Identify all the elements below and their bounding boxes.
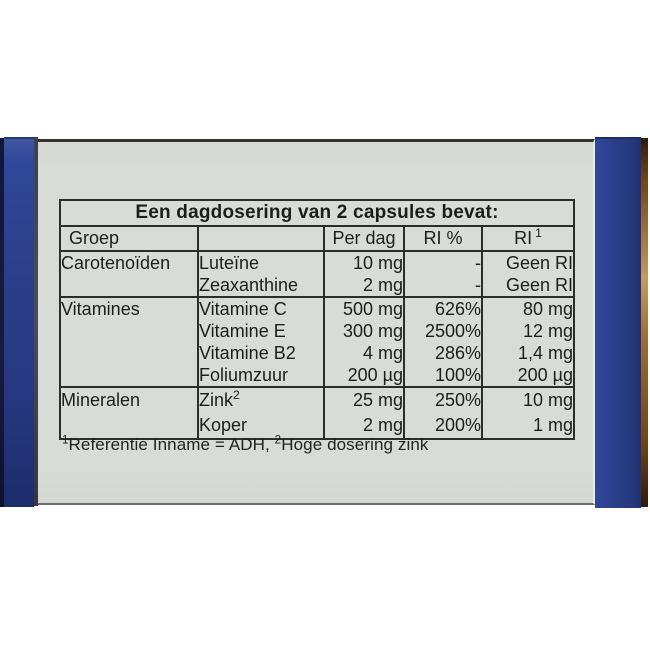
ri-cell: 80 mg	[480, 296, 575, 320]
label-panel: Een dagdosering van 2 capsules bevat: Gr…	[38, 139, 595, 505]
header-ri-pct: RI %	[403, 226, 482, 252]
box-right-blue-strip	[595, 137, 641, 508]
group-cell: Vitamines	[60, 296, 198, 387]
nutrient-name-cell: Foliumzuur	[197, 364, 324, 387]
per-dag-cell: 4 mg	[323, 342, 404, 364]
header-ri: RI 1	[480, 226, 575, 252]
per-dag-cell: 500 mg	[323, 296, 404, 320]
nutrient-name-cell: Koper	[197, 413, 324, 439]
table-row: Vitamine B2 4 mg 286% 1,4 mg	[60, 342, 575, 364]
header-groep: Groep	[60, 226, 198, 252]
footnote-superscript-1: 1	[62, 434, 69, 447]
footnote-text-1: Referentie Inname = ADH,	[68, 435, 275, 454]
ri-percent-cell: -	[403, 274, 482, 297]
per-dag-cell: 2 mg	[323, 413, 404, 439]
dose-table-body: Een dagdosering van 2 capsules bevat: Gr…	[60, 200, 575, 439]
dosage-table: Een dagdosering van 2 capsules bevat: Gr…	[59, 199, 576, 440]
nutrient-name-cell: Vitamine C	[197, 296, 324, 320]
group-cell: Mineralen	[60, 386, 198, 439]
ri-cell: 200 µg	[480, 364, 575, 387]
ri-percent-cell: 100%	[403, 364, 482, 387]
header-ri-label: RI	[514, 228, 533, 248]
ri-percent-cell: -	[403, 250, 482, 274]
footnote-text-2: Hoge dosering zink	[281, 435, 429, 454]
nutrient-superscript: 2	[233, 388, 240, 402]
per-dag-cell: 25 mg	[323, 386, 404, 413]
ri-cell: 12 mg	[480, 320, 575, 342]
per-dag-cell: 200 µg	[323, 364, 404, 387]
ri-cell: Geen RI	[480, 250, 575, 274]
ri-cell: 10 mg	[480, 386, 575, 413]
ri-cell: 1 mg	[480, 413, 575, 439]
box-left-fold-shadow	[34, 137, 38, 506]
ri-percent-cell: 2500%	[403, 320, 482, 342]
nutrient-name-cell: Vitamine E	[197, 320, 324, 342]
per-dag-cell: 300 mg	[323, 320, 404, 342]
footnote-superscript-2: 2	[274, 434, 282, 447]
table-row: Carotenoïden Luteïne 10 mg - Geen RI	[60, 250, 575, 297]
header-per-dag: Per dag	[323, 226, 404, 252]
table-row: Zeaxanthine 2 mg - Geen RI	[60, 274, 575, 297]
ri-percent-cell: 200%	[403, 413, 482, 439]
box-right-cardboard-edge	[641, 138, 648, 507]
ri-percent-cell: 626%	[403, 296, 482, 320]
table-row: Mineralen Zink2 25 mg 250% 10 mg	[60, 386, 575, 439]
group-cell: Carotenoïden	[60, 250, 198, 297]
ri-percent-cell: 250%	[403, 386, 482, 413]
supplement-box-back-panel: Een dagdosering van 2 capsules bevat: Gr…	[0, 137, 648, 508]
nutrient-name-cell: Zink2	[197, 386, 324, 413]
box-left-dark-edge	[0, 138, 4, 507]
table-row: Foliumzuur 200 µg 100% 200 µg	[60, 364, 575, 387]
ri-cell: 1,4 mg	[480, 342, 575, 364]
per-dag-cell: 2 mg	[323, 274, 404, 297]
ri-percent-cell: 286%	[403, 342, 482, 364]
per-dag-cell: 10 mg	[323, 250, 404, 274]
table-row: Koper 2 mg 200% 1 mg	[60, 413, 575, 439]
box-left-blue-strip	[4, 137, 34, 507]
header-ri-superscript: 1	[535, 226, 542, 240]
table-title: Een dagdosering van 2 capsules bevat:	[60, 200, 575, 227]
table-row: Vitamine E 300 mg 2500% 12 mg	[60, 320, 575, 342]
ri-cell: Geen RI	[480, 274, 575, 297]
header-empty	[197, 226, 324, 252]
footnote: 1Referentie Inname = ADH, 2Hoge dosering…	[62, 435, 429, 455]
nutrient-name-cell: Vitamine B2	[197, 342, 324, 364]
table-title-row: Een dagdosering van 2 capsules bevat:	[60, 200, 575, 227]
table-row: Vitamines Vitamine C 500 mg 626% 80 mg	[60, 296, 575, 387]
nutrient-name-cell: Zeaxanthine	[197, 274, 324, 297]
nutrient-name-cell: Luteïne	[197, 250, 324, 274]
table-header-row: Groep Per dag RI % RI 1	[60, 226, 575, 252]
